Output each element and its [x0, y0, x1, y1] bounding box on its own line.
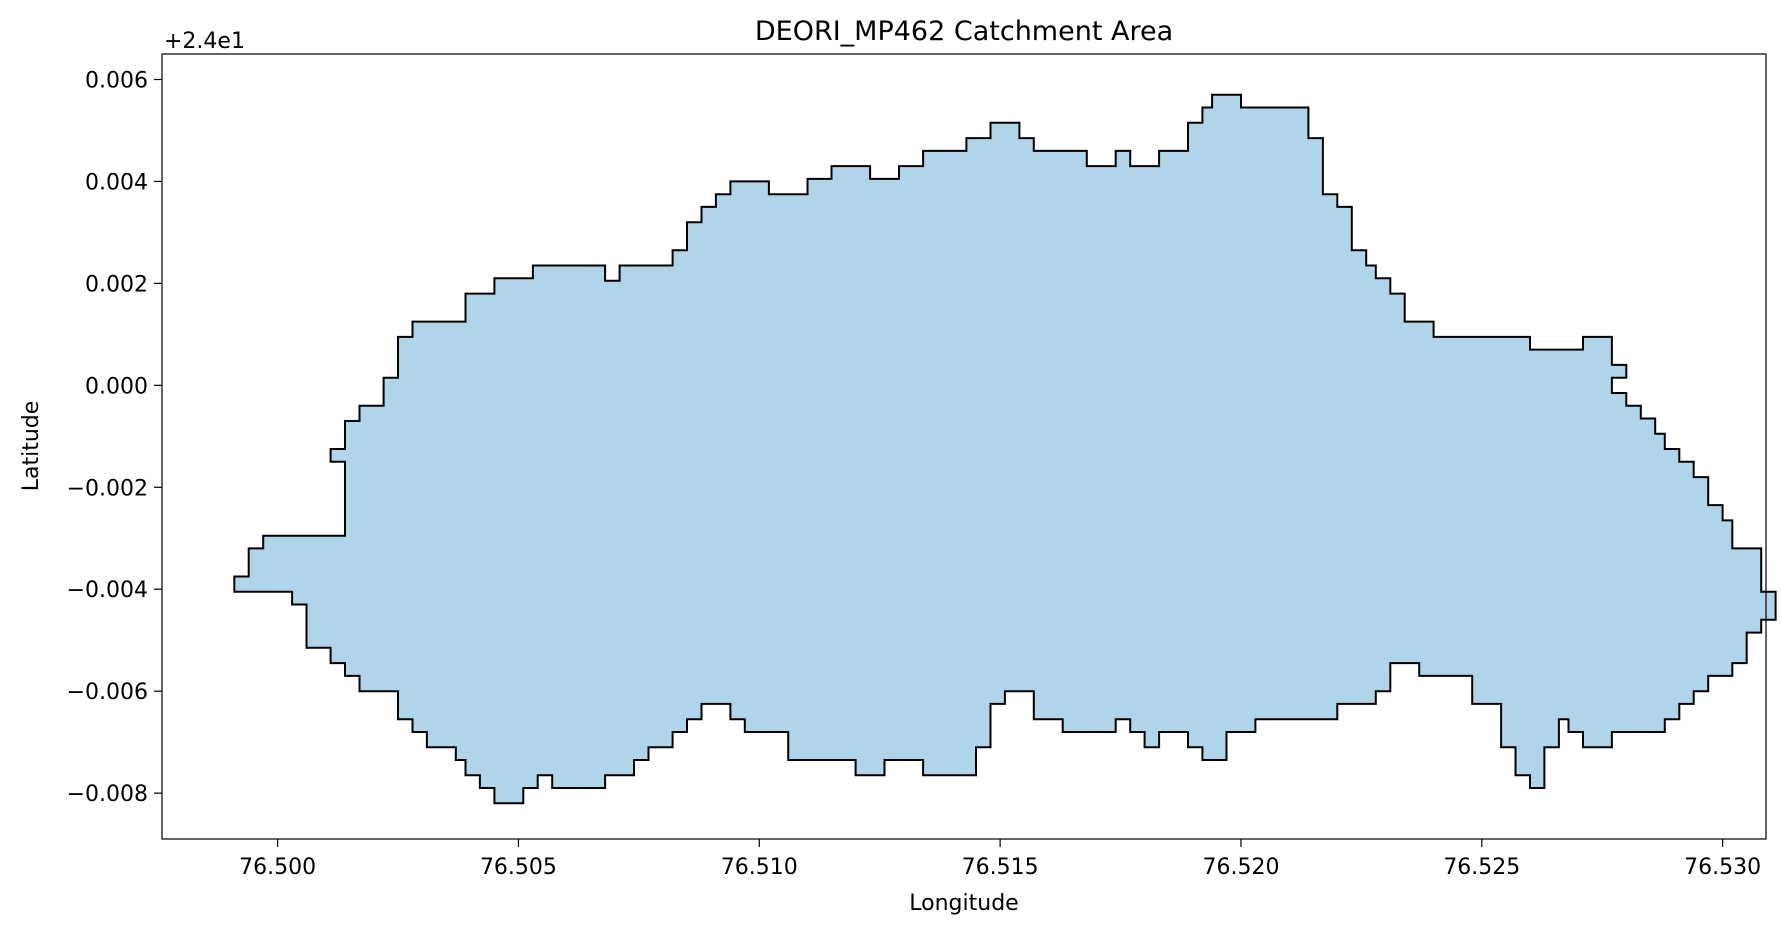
y-tick-label: 0.000 [85, 374, 148, 399]
y-tick-label: −0.002 [67, 476, 148, 501]
x-axis-label: Longitude [909, 891, 1018, 916]
y-offset-text: +2.4e1 [164, 29, 245, 54]
y-tick-label: −0.006 [67, 680, 148, 705]
catchment-polygon [233, 93, 1777, 805]
x-tick-label: 76.525 [1443, 855, 1520, 880]
plot-layer [233, 93, 1777, 805]
y-axis-ticks: 0.006 0.004 0.002 0.000 −0.002 −0.004 −0.006 −0… [67, 68, 162, 807]
axes-frame [161, 53, 1767, 840]
y-tick-label: 0.004 [85, 170, 148, 195]
y-tick-label: 0.006 [85, 68, 148, 93]
x-tick-label: 76.510 [721, 855, 798, 880]
x-tick-label: 76.530 [1684, 855, 1761, 880]
x-axis-ticks: 76.500 76.505 76.510 76.515 76.520 76.525 76.5… [239, 839, 1761, 880]
x-tick-label: 76.500 [239, 855, 316, 880]
chart-title: DEORI_MP462 Catchment Area [755, 16, 1173, 47]
x-tick-label: 76.520 [1202, 855, 1279, 880]
y-axis-label: Latitude [19, 401, 44, 492]
x-tick-label: 76.505 [480, 855, 557, 880]
y-tick-label: −0.008 [67, 782, 148, 807]
y-tick-label: 0.002 [85, 272, 148, 297]
x-tick-label: 76.515 [962, 855, 1039, 880]
y-tick-label: −0.004 [67, 578, 148, 603]
